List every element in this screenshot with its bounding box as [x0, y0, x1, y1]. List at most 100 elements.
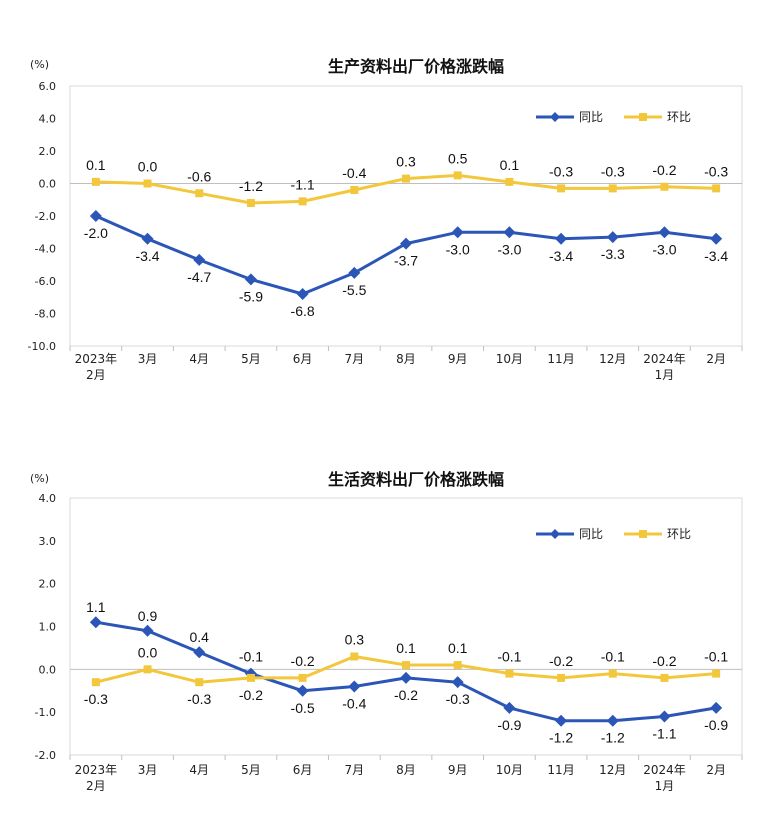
data-point-yoy	[141, 232, 154, 245]
data-point-mom	[712, 184, 721, 193]
x-tick-label: 9月	[448, 352, 468, 366]
data-point-mom	[557, 184, 566, 193]
x-tick-label: 8月	[396, 763, 416, 777]
x-tick-label: 6月	[293, 763, 313, 777]
data-point-mom	[402, 174, 410, 183]
data-point-mom	[195, 189, 204, 198]
data-point-yoy	[451, 226, 464, 239]
data-point-yoy	[658, 710, 671, 723]
data-label-yoy: -0.9	[704, 717, 728, 733]
data-label-mom: 0.0	[138, 644, 158, 660]
data-point-yoy	[503, 226, 516, 239]
data-label-yoy: -0.5	[291, 700, 315, 716]
data-label-mom: -0.1	[704, 649, 728, 665]
y-tick-label: 0.0	[39, 178, 57, 191]
data-point-mom	[91, 177, 100, 186]
x-tick-label: 11月	[547, 352, 574, 366]
data-label-mom: -1.2	[239, 178, 263, 194]
data-label-yoy: 0.9	[138, 608, 158, 624]
data-point-yoy	[193, 253, 206, 266]
x-tick-label: 9月	[448, 763, 468, 777]
data-point-mom	[143, 665, 152, 674]
data-label-yoy: -0.2	[394, 687, 418, 703]
data-label-mom: -0.2	[652, 653, 676, 669]
y-tick-label: -4.0	[35, 243, 56, 256]
data-label-yoy: 1.1	[86, 599, 106, 615]
x-tick-label: 1月	[655, 368, 675, 382]
y-tick-label: 4.0	[39, 492, 57, 505]
chart-title: 生活资料出厂价格涨跌幅	[328, 470, 504, 489]
data-label-yoy: -3.0	[652, 241, 676, 257]
legend-marker	[550, 112, 560, 122]
data-point-mom	[557, 673, 566, 682]
data-point-mom	[350, 652, 359, 661]
data-label-mom: -0.3	[549, 163, 573, 179]
data-point-yoy	[606, 714, 619, 727]
data-point-yoy	[400, 237, 412, 250]
data-point-yoy	[141, 624, 154, 637]
x-tick-label: 10月	[496, 763, 523, 777]
data-point-yoy	[555, 714, 568, 727]
data-label-mom: -0.1	[601, 649, 625, 665]
data-label-mom: -0.6	[187, 168, 211, 184]
data-label-mom: 0.0	[138, 159, 158, 175]
data-label-yoy: -3.4	[704, 248, 728, 264]
data-label-yoy: -2.0	[84, 225, 108, 241]
data-label-yoy: -0.1	[239, 649, 263, 665]
y-tick-label: 4.0	[39, 113, 57, 126]
y-tick-label: 0.0	[39, 663, 57, 676]
data-point-yoy	[348, 266, 361, 279]
x-tick-label: 2024年	[643, 352, 686, 366]
data-label-mom: -0.3	[704, 163, 728, 179]
data-label-yoy: -0.3	[446, 691, 470, 707]
data-label-mom: 0.3	[396, 154, 416, 170]
data-point-yoy	[451, 676, 464, 689]
data-label-yoy: -4.7	[187, 269, 211, 285]
data-point-mom	[453, 171, 462, 180]
data-point-yoy	[710, 701, 723, 714]
x-tick-label: 4月	[189, 352, 209, 366]
data-label-mom: -0.3	[601, 163, 625, 179]
data-point-mom	[505, 669, 514, 678]
data-point-yoy	[606, 231, 619, 244]
data-point-mom	[712, 669, 721, 678]
data-label-mom: -0.1	[497, 649, 521, 665]
data-label-mom: 0.5	[448, 150, 468, 166]
data-point-mom	[505, 177, 514, 186]
data-point-mom	[91, 678, 100, 687]
data-label-mom: -0.2	[652, 162, 676, 178]
data-point-yoy	[348, 680, 361, 693]
y-tick-label: -2.0	[35, 749, 56, 762]
y-tick-label: -8.0	[35, 308, 56, 321]
y-tick-label: 3.0	[39, 535, 57, 548]
data-label-yoy: -3.4	[135, 248, 159, 264]
x-tick-label: 3月	[138, 352, 158, 366]
data-point-mom	[195, 678, 204, 687]
data-label-yoy: -3.3	[601, 246, 625, 262]
legend-label: 同比	[579, 527, 603, 541]
data-label-yoy: -5.9	[239, 288, 263, 304]
legend-label: 同比	[579, 110, 603, 124]
data-label-mom: 0.3	[345, 631, 365, 647]
x-tick-label: 11月	[547, 763, 574, 777]
x-tick-label: 7月	[344, 763, 364, 777]
data-point-yoy	[503, 701, 516, 714]
x-tick-label: 2月	[86, 779, 106, 793]
data-label-yoy: -6.8	[291, 303, 315, 319]
data-point-yoy	[89, 616, 102, 629]
data-point-mom	[608, 184, 617, 193]
y-tick-label: 2.0	[39, 145, 57, 158]
data-point-yoy	[296, 684, 309, 697]
data-label-mom: 0.1	[448, 640, 468, 656]
y-tick-label: -10.0	[28, 340, 56, 353]
y-tick-label: 2.0	[39, 578, 57, 591]
data-label-yoy: -3.0	[446, 241, 470, 257]
data-label-yoy: -3.7	[394, 253, 418, 269]
x-tick-label: 7月	[344, 352, 364, 366]
data-point-mom	[298, 673, 307, 682]
data-label-mom: 0.1	[500, 157, 520, 173]
y-unit-label: (%)	[30, 472, 49, 485]
data-label-mom: -0.2	[239, 687, 263, 703]
x-tick-label: 2024年	[643, 763, 686, 777]
